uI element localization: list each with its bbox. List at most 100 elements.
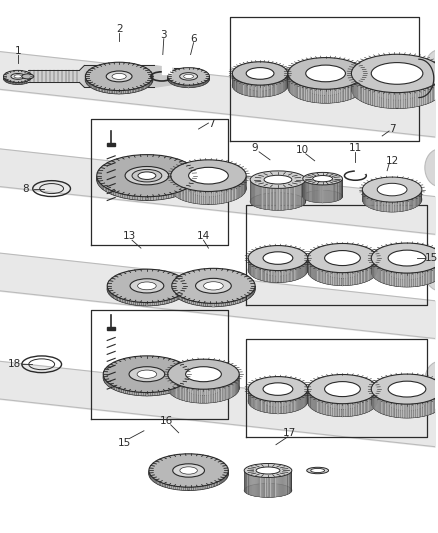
Polygon shape — [410, 199, 412, 209]
Polygon shape — [190, 190, 192, 203]
Polygon shape — [248, 474, 249, 495]
Polygon shape — [283, 270, 285, 282]
Polygon shape — [236, 379, 237, 394]
Polygon shape — [126, 390, 128, 394]
Polygon shape — [436, 266, 437, 281]
Polygon shape — [330, 184, 331, 203]
Polygon shape — [324, 401, 325, 415]
Polygon shape — [182, 187, 184, 200]
Polygon shape — [201, 83, 202, 86]
Polygon shape — [178, 185, 180, 199]
Text: 10: 10 — [296, 145, 309, 155]
Polygon shape — [164, 391, 166, 394]
Ellipse shape — [172, 271, 255, 306]
Polygon shape — [357, 82, 358, 99]
Polygon shape — [153, 478, 154, 482]
Polygon shape — [92, 85, 93, 88]
Polygon shape — [229, 384, 230, 399]
Polygon shape — [274, 401, 276, 414]
Polygon shape — [398, 93, 401, 109]
Text: 18: 18 — [8, 359, 21, 369]
Polygon shape — [381, 201, 382, 211]
Polygon shape — [231, 383, 232, 398]
Polygon shape — [236, 300, 237, 304]
Polygon shape — [356, 82, 357, 98]
Ellipse shape — [248, 257, 308, 282]
Polygon shape — [28, 70, 79, 83]
Ellipse shape — [244, 483, 292, 497]
Polygon shape — [395, 272, 397, 286]
Polygon shape — [342, 273, 343, 286]
Polygon shape — [308, 183, 309, 201]
Polygon shape — [371, 265, 372, 279]
Polygon shape — [140, 87, 141, 91]
Polygon shape — [294, 268, 295, 280]
Polygon shape — [137, 392, 139, 395]
Polygon shape — [209, 191, 212, 205]
Polygon shape — [285, 475, 286, 495]
Polygon shape — [176, 293, 177, 297]
Polygon shape — [119, 298, 121, 302]
Polygon shape — [338, 182, 339, 200]
Polygon shape — [108, 90, 110, 93]
Polygon shape — [256, 398, 257, 410]
Ellipse shape — [308, 375, 377, 403]
Polygon shape — [255, 397, 256, 409]
Polygon shape — [236, 186, 237, 199]
Polygon shape — [97, 87, 98, 91]
Polygon shape — [134, 302, 135, 305]
Polygon shape — [272, 477, 274, 497]
Polygon shape — [230, 188, 232, 201]
Polygon shape — [406, 404, 408, 418]
Polygon shape — [405, 200, 406, 211]
Polygon shape — [282, 270, 283, 282]
Polygon shape — [406, 92, 408, 108]
Polygon shape — [310, 263, 311, 277]
Polygon shape — [303, 395, 304, 408]
Polygon shape — [311, 184, 312, 202]
Polygon shape — [253, 476, 254, 496]
Polygon shape — [383, 269, 385, 284]
Polygon shape — [316, 398, 317, 412]
Polygon shape — [168, 300, 170, 303]
Polygon shape — [149, 82, 150, 86]
Polygon shape — [223, 386, 224, 401]
Polygon shape — [156, 196, 159, 200]
Polygon shape — [170, 379, 171, 394]
Polygon shape — [188, 85, 189, 87]
Polygon shape — [284, 475, 285, 496]
Polygon shape — [261, 187, 262, 208]
Polygon shape — [138, 302, 140, 305]
Polygon shape — [141, 302, 144, 305]
Polygon shape — [195, 180, 196, 185]
Polygon shape — [175, 83, 176, 86]
Polygon shape — [187, 85, 188, 87]
Polygon shape — [333, 184, 334, 202]
Ellipse shape — [97, 158, 197, 200]
Polygon shape — [135, 196, 138, 200]
Polygon shape — [320, 269, 321, 282]
Polygon shape — [359, 270, 361, 284]
Polygon shape — [250, 475, 251, 495]
Polygon shape — [291, 400, 293, 412]
Ellipse shape — [371, 257, 438, 287]
Polygon shape — [393, 93, 396, 109]
Polygon shape — [316, 268, 317, 281]
Polygon shape — [283, 476, 284, 496]
Polygon shape — [413, 273, 416, 287]
Polygon shape — [108, 289, 109, 294]
Polygon shape — [271, 478, 272, 497]
Polygon shape — [174, 68, 198, 84]
Polygon shape — [267, 85, 268, 96]
Polygon shape — [217, 191, 219, 204]
Polygon shape — [200, 84, 201, 86]
Polygon shape — [127, 301, 130, 304]
Polygon shape — [19, 83, 20, 84]
Ellipse shape — [388, 395, 426, 411]
Polygon shape — [311, 396, 313, 409]
Polygon shape — [124, 90, 125, 94]
Polygon shape — [307, 87, 309, 102]
Polygon shape — [194, 85, 196, 87]
Polygon shape — [12, 82, 13, 84]
Polygon shape — [159, 391, 162, 395]
